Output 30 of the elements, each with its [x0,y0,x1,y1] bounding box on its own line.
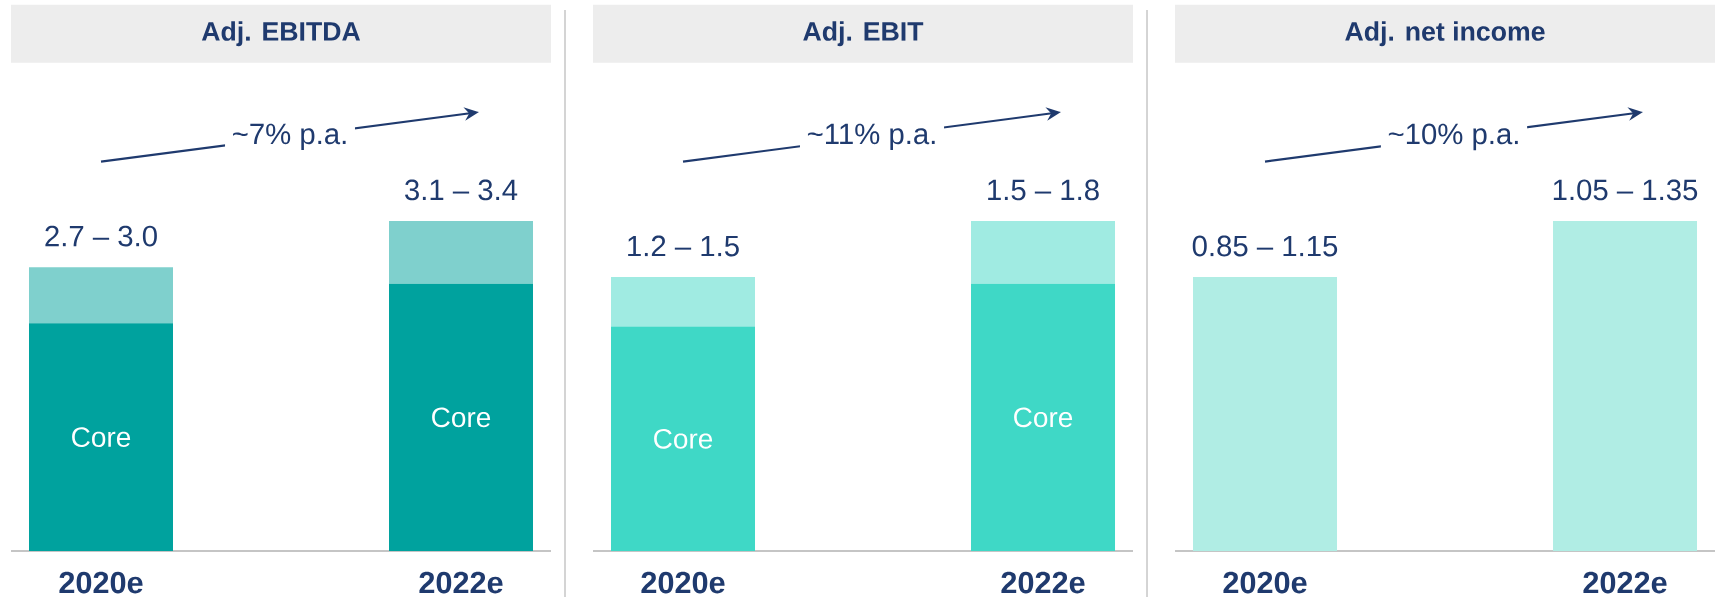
bar [971,283,1116,551]
bar [971,221,1116,284]
bar [611,277,756,327]
series-label: Core [1014,407,1073,428]
chart-title: Adj. EBITDA [201,21,361,47]
x-tick-label: 2020e [59,571,143,594]
x-tick-label: 2020e [641,571,725,594]
chart-title: Adj. EBIT [803,21,924,47]
text: Core [432,407,491,428]
x-tick-label: 2022e [1001,571,1085,594]
chart-title: Adj. net income [1345,21,1545,47]
bar [29,323,173,551]
x-tick-label: 2022e [1583,571,1667,594]
text: ~7% p.a. [233,123,346,151]
total-label: 1.2 – 1.5 [628,235,739,257]
total-label: 1.05 – 1.35 [1553,179,1698,201]
text: ~11% p.a. [807,123,935,151]
bar [389,221,534,284]
text: ~10% p.a. [1388,123,1518,151]
text: Core [654,428,713,449]
x-tick-label: 2022e [419,571,503,594]
bar [389,283,534,551]
total-label: 1.5 – 1.8 [988,179,1099,201]
x-tick-label: 2020e [1223,571,1307,594]
total-label: 3.1 – 3.4 [405,179,518,201]
total-label: 0.85 – 1.15 [1192,235,1338,257]
bar [611,326,756,551]
total-label: 2.7 – 3.0 [45,225,157,247]
series-label: Core [72,427,131,448]
bar [29,267,173,324]
